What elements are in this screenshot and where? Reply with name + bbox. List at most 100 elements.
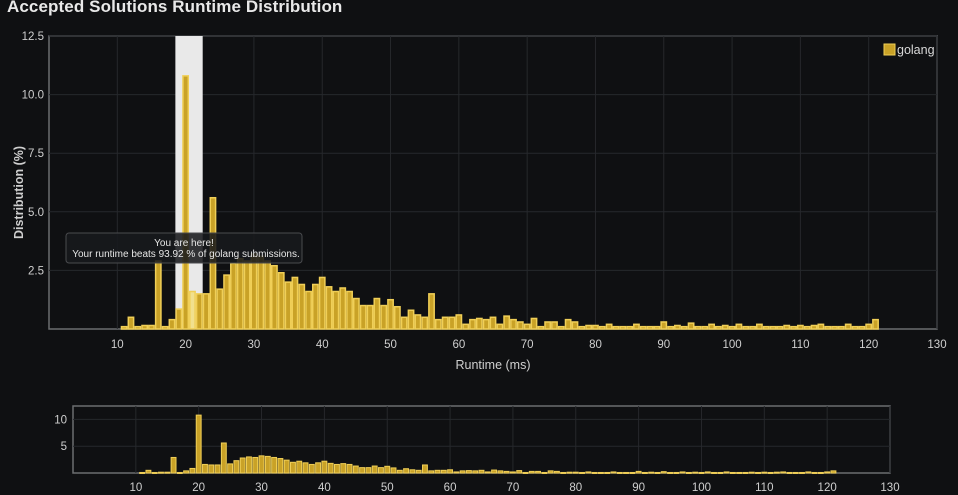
bar-runtime-90[interactable] — [660, 321, 668, 330]
bar-runtime-39[interactable] — [311, 283, 319, 330]
bar-runtime-15[interactable] — [148, 324, 155, 330]
bar-runtime-43[interactable] — [339, 287, 347, 330]
bar-runtime-27[interactable] — [230, 262, 237, 330]
bar-runtime-66[interactable] — [496, 323, 504, 330]
bar-runtime-45[interactable] — [352, 297, 360, 330]
main-bars[interactable] — [120, 75, 879, 330]
bar-runtime-88[interactable] — [646, 325, 654, 330]
bar-runtime-78[interactable] — [578, 325, 586, 330]
bar-runtime-106[interactable] — [769, 325, 777, 330]
bar-runtime-84[interactable] — [619, 325, 627, 330]
bar-runtime-57[interactable] — [434, 318, 442, 330]
bar-runtime-73[interactable] — [544, 321, 552, 330]
bar-runtime-63[interactable] — [475, 317, 483, 330]
bar-runtime-46[interactable] — [359, 304, 367, 330]
bar-runtime-89[interactable] — [653, 325, 661, 330]
bar-runtime-92[interactable] — [674, 324, 681, 330]
bar-runtime-49[interactable] — [380, 304, 388, 330]
bar-runtime-17[interactable] — [161, 325, 169, 330]
bar-runtime-98[interactable] — [715, 325, 722, 330]
bar-runtime-60[interactable] — [455, 314, 463, 330]
bar-runtime-80[interactable] — [592, 324, 599, 330]
bar-runtime-101[interactable] — [735, 323, 743, 330]
bar-runtime-11[interactable] — [120, 325, 128, 330]
bar-runtime-29[interactable] — [243, 260, 251, 330]
bar-runtime-67[interactable] — [503, 315, 511, 330]
bar-runtime-76[interactable] — [564, 318, 572, 330]
bar-runtime-71[interactable] — [530, 317, 538, 330]
bar-runtime-103[interactable] — [749, 325, 756, 330]
bar-runtime-74[interactable] — [551, 321, 558, 330]
bar-runtime-114[interactable] — [824, 325, 832, 330]
bar-runtime-87[interactable] — [639, 325, 647, 330]
bar-runtime-54[interactable] — [414, 314, 422, 330]
legend[interactable]: golang — [883, 43, 935, 57]
bar-runtime-30[interactable] — [250, 253, 258, 330]
bar-runtime-19[interactable] — [175, 308, 183, 330]
bar-runtime-14[interactable] — [141, 324, 149, 330]
bar-runtime-96[interactable] — [701, 325, 709, 330]
bar-runtime-93[interactable] — [680, 325, 688, 330]
navigator-chart[interactable]: 10 20 30 40 50 60 70 80 90 100 110 120 130 5 10 — [54, 405, 900, 494]
bar-runtime-53[interactable] — [407, 309, 415, 330]
bar-runtime-82[interactable] — [605, 323, 613, 330]
bar-runtime-77[interactable] — [571, 321, 579, 330]
bar-runtime-26[interactable] — [223, 274, 231, 330]
bar-runtime-95[interactable] — [694, 325, 702, 330]
bar-runtime-97[interactable] — [708, 323, 715, 330]
bar-runtime-33[interactable] — [271, 264, 278, 330]
bar-runtime-44[interactable] — [346, 290, 353, 330]
bar-runtime-120[interactable] — [865, 323, 873, 330]
bar-runtime-38[interactable] — [305, 290, 312, 330]
bar-runtime-70[interactable] — [523, 323, 531, 330]
bar-runtime-25[interactable] — [216, 288, 224, 330]
bar-runtime-50[interactable] — [387, 298, 394, 330]
bar-runtime-41[interactable] — [325, 286, 333, 330]
bar-runtime-52[interactable] — [400, 316, 408, 330]
bar-runtime-105[interactable] — [762, 325, 770, 330]
bar-runtime-58[interactable] — [441, 316, 449, 330]
bar-runtime-61[interactable] — [462, 323, 470, 330]
bar-runtime-79[interactable] — [585, 324, 593, 330]
bar-runtime-110[interactable] — [796, 324, 804, 330]
bar-runtime-51[interactable] — [393, 305, 401, 330]
navigator-frame[interactable] — [72, 405, 891, 474]
bar-runtime-85[interactable] — [626, 325, 634, 330]
bar-runtime-35[interactable] — [284, 281, 292, 330]
bar-runtime-23[interactable] — [202, 293, 210, 330]
bar-runtime-36[interactable] — [291, 276, 299, 330]
bar-runtime-100[interactable] — [728, 325, 736, 330]
bar-runtime-18[interactable] — [168, 318, 176, 330]
bar-runtime-42[interactable] — [332, 290, 340, 330]
bar-runtime-16[interactable] — [154, 260, 162, 330]
bar-runtime-55[interactable] — [421, 316, 429, 330]
bar-runtime-12[interactable] — [127, 316, 135, 330]
bar-runtime-13[interactable] — [134, 325, 142, 330]
bar-runtime-81[interactable] — [598, 325, 606, 330]
bar-runtime-72[interactable] — [537, 325, 545, 330]
legend-label-golang[interactable]: golang — [897, 43, 935, 57]
bar-runtime-113[interactable] — [817, 323, 825, 330]
bar-runtime-94[interactable] — [687, 322, 695, 330]
bar-runtime-111[interactable] — [803, 325, 811, 330]
bar-runtime-59[interactable] — [448, 316, 456, 330]
bar-runtime-20[interactable] — [182, 75, 190, 330]
legend-swatch-golang[interactable] — [883, 43, 896, 56]
bar-runtime-86[interactable] — [633, 323, 640, 330]
bar-runtime-69[interactable] — [516, 321, 524, 330]
bar-runtime-65[interactable] — [489, 316, 497, 330]
bar-runtime-108[interactable] — [783, 324, 791, 330]
bar-runtime-117[interactable] — [844, 323, 852, 330]
bar-runtime-104[interactable] — [755, 323, 763, 330]
bar-runtime-47[interactable] — [366, 304, 374, 330]
bar-runtime-118[interactable] — [851, 325, 859, 330]
bar-runtime-28[interactable] — [236, 257, 244, 330]
bar-runtime-22[interactable] — [195, 293, 203, 330]
bar-runtime-37[interactable] — [298, 283, 306, 330]
bar-runtime-21[interactable] — [189, 290, 196, 330]
bar-runtime-32[interactable] — [264, 260, 271, 330]
bar-runtime-75[interactable] — [557, 325, 565, 330]
bar-runtime-116[interactable] — [837, 325, 845, 330]
bar-runtime-112[interactable] — [810, 324, 818, 330]
